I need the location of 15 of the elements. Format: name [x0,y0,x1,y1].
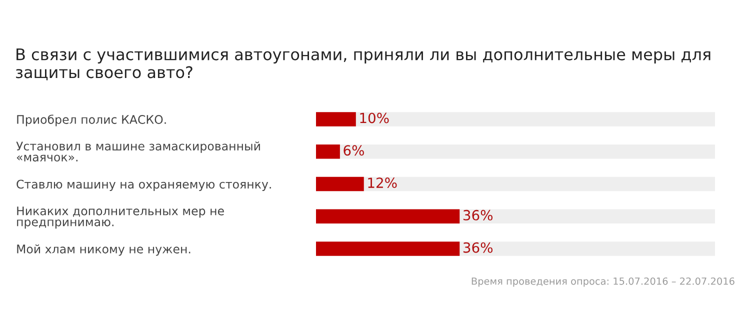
y-tick-label: Ставлю машину на охраняемую стоянку. [16,180,271,191]
data-label: 12% [368,178,397,188]
bar [316,176,364,192]
bar [316,112,356,126]
y-tick-label: Установил в машине замаскированный «маячок». [16,141,260,162]
chart-title: В связи с участившимися автоугонами, приняли ли вы дополнительные меры для защиты своего авто? [16,48,710,80]
data-label: 10% [360,112,389,124]
text: Время проведения опроса: 15.07.2016 – 22.07.2016 [472,277,734,287]
y-tick-label: Приобрел полис КАСКО. [17,114,166,126]
y-tick-label: Никаких дополнительных мер не предпринимаю. [17,206,224,229]
data-label: 36% [463,210,493,220]
y-tick-label: Мой хлам никому не нужен. [17,244,190,256]
data-label: 36% [463,242,493,253]
bar [316,144,340,159]
data-label: 6% [344,145,364,156]
